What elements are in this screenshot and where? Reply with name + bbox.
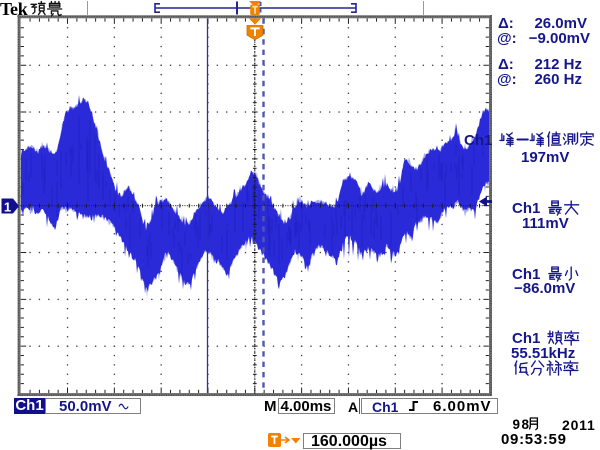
svg-text:1: 1 — [4, 200, 11, 215]
